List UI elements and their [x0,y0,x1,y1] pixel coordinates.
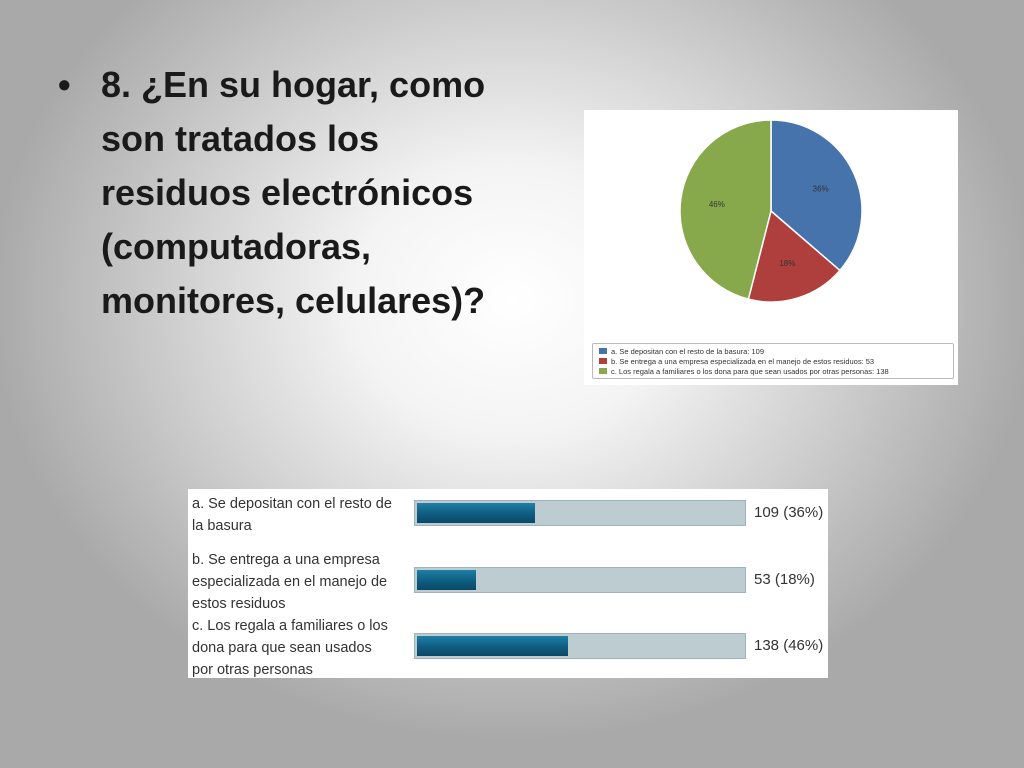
bar-fill [417,570,476,590]
bar-category-label: c. Los regala a familiares o los dona par… [192,618,388,678]
bar-chart-panel: a. Se depositan con el resto de la basura… [188,489,828,678]
legend-label: a. Se depositan con el resto de la basur… [611,346,765,356]
question-text: 8. ¿En su hogar, como son tratados los r… [101,64,486,321]
bar-track [414,500,746,526]
legend-entry: b. Se entrega a una empresa especializad… [599,356,947,366]
bar-value-label: 138 (46%) [754,637,824,654]
pie-slice-label-a: 36% [813,184,829,193]
bar-value-label: 53 (18%) [754,571,815,588]
pie-legend: a. Se depositan con el resto de la basur… [592,343,954,379]
bar-row-a: a. Se depositan con el resto de la basura… [188,493,828,545]
bar-row-b: b. Se entrega a una empresa especializada… [188,549,828,615]
pie-chart: 36% 18% 46% [679,119,863,303]
pie-slice-c [679,119,772,301]
bar-track [414,567,746,593]
legend-entry: a. Se depositan con el resto de la basur… [599,346,947,356]
legend-swatch [599,348,607,354]
pie-slice-a [770,119,863,272]
legend-swatch [599,358,607,364]
legend-swatch [599,368,607,374]
bar-row-c: c. Los regala a familiares o los dona par… [188,615,828,678]
pie-slice-label-c: 46% [709,200,725,209]
bar-fill [417,636,568,656]
bar-category-label: b. Se entrega a una empresa especializada… [192,552,388,612]
slide-title: • 8. ¿En su hogar, como son tratados los… [58,58,528,328]
pie-slice-label-b: 18% [779,259,795,268]
bar-category-label: a. Se depositan con el resto de la basura [192,496,392,534]
bullet: • [58,64,71,105]
bar-fill [417,503,535,523]
legend-label: c. Los regala a familiares o los dona pa… [611,366,889,376]
pie-slice-b [747,209,841,303]
bar-value-label: 109 (36%) [754,504,824,521]
legend-label: b. Se entrega a una empresa especializad… [611,356,875,366]
legend-entry: c. Los regala a familiares o los dona pa… [599,366,947,376]
pie-chart-panel: 36% 18% 46% a. Se depositan con el resto d… [584,110,958,385]
bar-track [414,633,746,659]
